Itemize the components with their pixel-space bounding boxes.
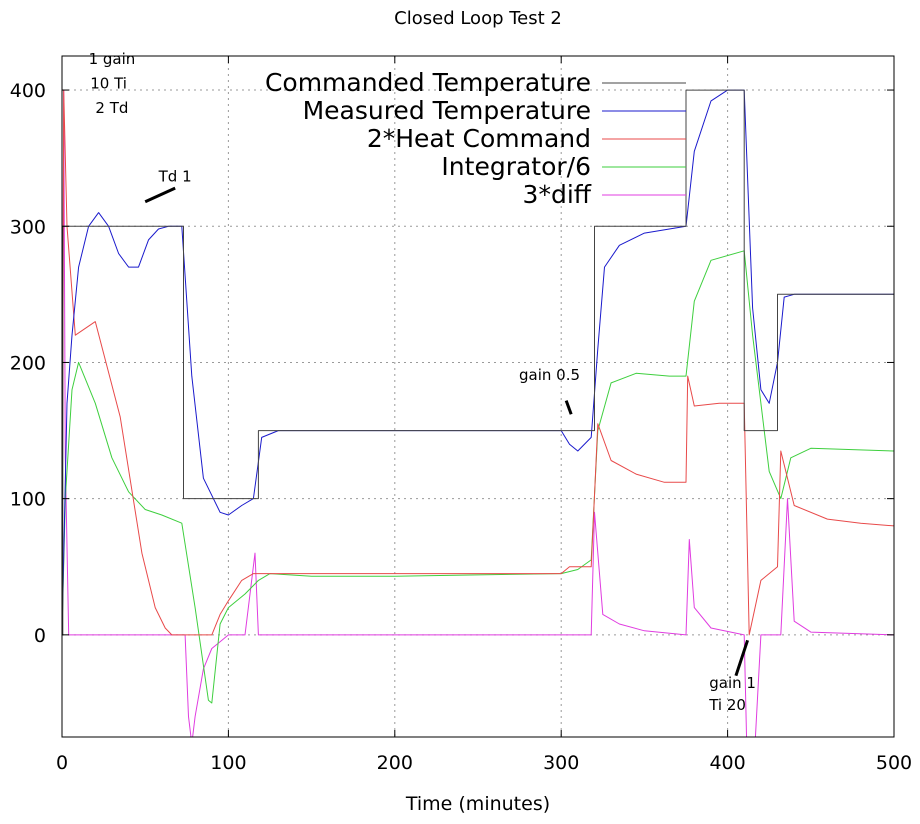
annotation-pointer bbox=[564, 400, 573, 415]
annotation-label: gain 0.5 bbox=[519, 366, 580, 384]
annotation-pointer bbox=[144, 186, 176, 204]
annotation-label: 10 Ti bbox=[90, 75, 127, 93]
y-tick-label: 100 bbox=[10, 489, 46, 511]
y-tick-label: 300 bbox=[10, 216, 46, 238]
x-axis-label: Time (minutes) bbox=[405, 793, 550, 815]
x-tick-label: 400 bbox=[709, 752, 745, 774]
annotation-label: 2 Td bbox=[95, 99, 128, 117]
axis-ticks: 0 100 200 300 400 500 0 100 200 300 400 bbox=[10, 56, 912, 774]
y-tick-label: 0 bbox=[34, 625, 46, 647]
series-line-diff bbox=[62, 89, 894, 737]
annotation-label: Ti 20 bbox=[708, 696, 746, 714]
x-tick-label: 0 bbox=[56, 752, 68, 774]
series-line-heat bbox=[62, 89, 894, 636]
y-tick-label: 400 bbox=[10, 80, 46, 102]
plot-series bbox=[62, 89, 894, 737]
annotation-label: Td 1 bbox=[158, 167, 192, 185]
series-line-integrator bbox=[62, 250, 894, 704]
x-tick-label: 200 bbox=[377, 752, 413, 774]
annotation-pointer bbox=[734, 639, 749, 677]
legend-label-measured: Measured Temperature bbox=[303, 96, 591, 125]
series-line-commanded bbox=[62, 89, 894, 636]
annotation-label: gain 1 bbox=[709, 674, 756, 692]
x-tick-label: 500 bbox=[876, 752, 912, 774]
annotations: 1 gain 10 Ti 2 Td Td 1 gain 0.5 gain 1 Ti 20 bbox=[89, 50, 756, 714]
legend-label-integrator: Integrator/6 bbox=[441, 152, 591, 181]
y-tick-label: 200 bbox=[10, 352, 46, 374]
chart-title: Closed Loop Test 2 bbox=[394, 8, 562, 29]
annotation-label: 1 gain bbox=[89, 50, 136, 68]
legend-label-heat: 2*Heat Command bbox=[367, 124, 591, 153]
x-tick-label: 100 bbox=[210, 752, 246, 774]
plot-frame bbox=[61, 55, 895, 738]
legend-label-diff: 3*diff bbox=[523, 180, 592, 209]
x-tick-label: 300 bbox=[543, 752, 579, 774]
legend-label-commanded: Commanded Temperature bbox=[265, 68, 591, 97]
